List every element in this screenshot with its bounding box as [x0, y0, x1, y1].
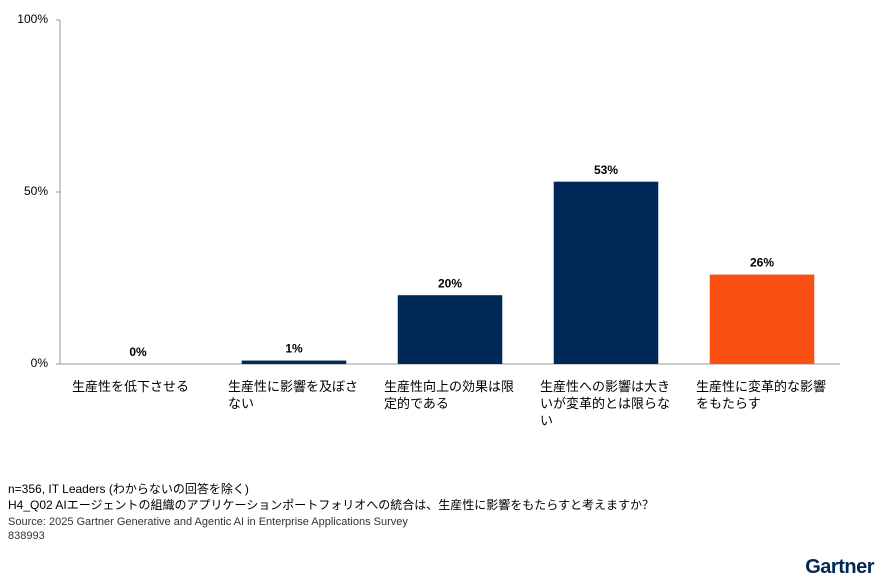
x-tick-label: 生産性向上の効果は限定的である [384, 379, 515, 411]
bar [241, 360, 347, 364]
x-tick-label: 生産性への影響は大きいが変革的とは限らない [540, 379, 671, 428]
note: H4_Q02 AIエージェントの組織のアプリケーションポートフォリオへの統合は、… [8, 498, 654, 512]
y-tick-label: 50% [24, 184, 48, 198]
bar [397, 295, 503, 364]
x-tick-label: 生産性を低下させる [72, 379, 190, 394]
figure-id: 838993 [8, 530, 45, 542]
y-tick-label: 100% [17, 12, 48, 26]
bar [709, 274, 815, 364]
x-tick-label: 生産性に影響を及ぼさない [228, 379, 359, 411]
logo: Gartner [805, 556, 874, 578]
data-label: 26% [750, 256, 774, 270]
data-label: 0% [129, 345, 147, 359]
data-label: 53% [594, 163, 618, 177]
y-tick-label: 0% [31, 356, 49, 370]
data-label: 1% [285, 342, 303, 356]
data-label: 20% [438, 276, 462, 290]
source: Source: 2025 Gartner Generative and Agen… [8, 516, 408, 528]
note: n=356, IT Leaders (わからないの回答を除く) [8, 482, 249, 496]
x-tick-label: 生産性に変革的な影響をもたらす [696, 379, 827, 411]
bar [553, 181, 659, 364]
